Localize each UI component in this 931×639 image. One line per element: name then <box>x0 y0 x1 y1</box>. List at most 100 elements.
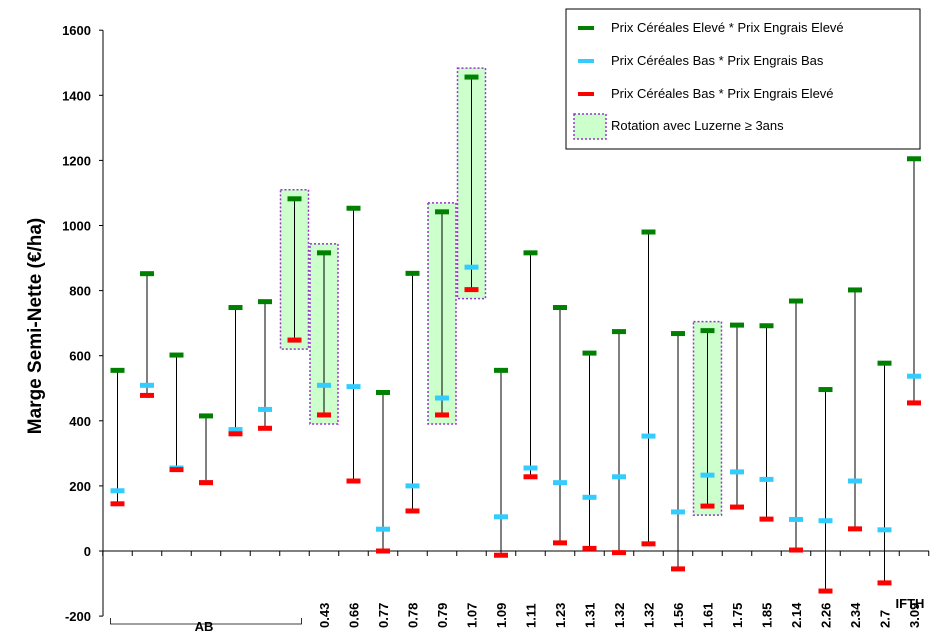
marker-series-1 <box>759 323 774 329</box>
marker-series-1 <box>464 74 479 80</box>
x-tick-label: 3.09 <box>907 603 922 628</box>
marker-series-1 <box>789 298 803 304</box>
marker-series-2 <box>612 474 626 480</box>
x-tick-label: 1.11 <box>524 603 539 628</box>
range-lines <box>117 77 915 592</box>
marker-series-1 <box>199 413 213 419</box>
axis-labels: -200 0 200 400 600 800 1000 1200 1400 1600 0.43 0.6… <box>62 23 922 628</box>
x-tick-label: 0.78 <box>406 603 421 628</box>
x-tick-label: 0.79 <box>435 603 450 628</box>
marker-series-3 <box>317 412 331 418</box>
group-label: AB <box>195 619 214 634</box>
marker-series-1 <box>877 360 892 366</box>
y-tick-label: 1600 <box>62 23 91 38</box>
marker-series-2 <box>140 382 154 388</box>
marker-series-1 <box>258 299 272 305</box>
marker-series-1 <box>700 328 715 334</box>
x-tick-label: 0.43 <box>317 603 332 628</box>
marker-series-3 <box>848 526 862 532</box>
marker-series-1 <box>671 331 685 337</box>
marker-series-1 <box>730 322 744 328</box>
marker-series-1 <box>405 270 420 276</box>
legend-label-1: Prix Céréales Elevé * Prix Engrais Elevé <box>611 20 844 35</box>
marker-series-3 <box>287 337 302 343</box>
marker-series-1 <box>553 305 567 311</box>
marker-series-3 <box>700 503 715 509</box>
group-bracket <box>110 618 302 625</box>
marker-series-2 <box>435 395 449 401</box>
marker-series-2 <box>641 433 656 439</box>
marker-series-1 <box>169 352 184 358</box>
x-tick-label: 1.31 <box>583 603 598 628</box>
marker-series-2 <box>818 518 833 524</box>
y-tick-label: 600 <box>69 349 91 364</box>
marker-series-3 <box>907 400 921 406</box>
marker-series-2 <box>110 488 125 494</box>
marker-series-2 <box>376 526 390 532</box>
marker-series-2 <box>317 382 331 388</box>
marker-series-2 <box>848 478 862 484</box>
x-tick-label: 2.7 <box>878 610 893 628</box>
marker-series-1 <box>228 305 243 311</box>
marker-series-3 <box>435 412 449 418</box>
x-tick-label: 1.56 <box>671 603 686 628</box>
x-tick-label: 1.32 <box>612 603 627 628</box>
marker-series-3 <box>376 548 390 554</box>
y-tick-label: 1400 <box>62 88 91 103</box>
y-tick-label: -200 <box>65 609 91 624</box>
legend-frame <box>565 8 921 150</box>
legend-label-3: Rotation avec Luzerne ≥ 3ans <box>611 118 784 133</box>
marker-series-1 <box>848 287 862 293</box>
marker-series-1 <box>435 209 449 215</box>
marker-series-2 <box>553 480 567 486</box>
marker-series-1 <box>110 367 125 373</box>
marker-series-2 <box>228 427 243 433</box>
marker-series-3 <box>494 552 508 558</box>
marker-series-1 <box>346 205 361 211</box>
marker-series-2 <box>671 509 685 515</box>
marker-series-1 <box>317 250 331 256</box>
marker-series-2 <box>405 483 420 489</box>
y-tick-label: 1000 <box>62 219 91 234</box>
marker-series-1 <box>582 350 597 356</box>
marker-series-1 <box>287 196 302 202</box>
y-tick-label: 0 <box>84 544 91 559</box>
x-tick-label: 0.66 <box>347 603 362 628</box>
marker-series-3 <box>405 508 420 514</box>
marker-series-3 <box>759 516 774 522</box>
x-tick-label: 1.23 <box>553 603 568 628</box>
marker-series-3 <box>818 588 833 594</box>
marker-series-2 <box>582 494 597 500</box>
x-tick-label: 1.07 <box>465 603 480 628</box>
x-tick-label: 0.77 <box>376 603 391 628</box>
marker-series-3 <box>346 478 361 484</box>
x-axis-title: IFTH <box>896 596 925 611</box>
marker-series-3 <box>789 547 803 553</box>
x-tick-label: 1.32 <box>642 603 657 628</box>
marker-series-3 <box>228 431 243 437</box>
marker-series-2 <box>700 472 715 478</box>
marker-series-2 <box>258 406 272 412</box>
legend-swatch-4 <box>573 113 607 140</box>
legend-label-4: Prix Céréales Bas * Prix Engrais Elevé <box>611 86 834 101</box>
marker-series-2 <box>523 465 538 471</box>
marker-series-3 <box>110 501 125 507</box>
marker-series-1 <box>376 389 390 395</box>
marker-series-3 <box>464 287 479 293</box>
marker-series-2 <box>907 373 921 379</box>
marker-series-3 <box>169 467 184 473</box>
marker-series-2 <box>759 476 774 482</box>
marker-series-3 <box>199 480 213 486</box>
x-tick-label: 2.34 <box>848 602 863 628</box>
marker-series-1 <box>523 250 538 256</box>
marker-series-3 <box>612 550 626 556</box>
marker-series-2 <box>730 469 744 475</box>
marker-series-1 <box>140 271 154 277</box>
marker-series-3 <box>140 392 154 398</box>
x-tick-label: 1.09 <box>494 603 509 628</box>
marker-series-3 <box>877 580 892 586</box>
y-tick-label: 200 <box>69 479 91 494</box>
y-tick-label: 800 <box>69 284 91 299</box>
marker-series-3 <box>553 540 567 546</box>
x-tick-label: 2.26 <box>819 603 834 628</box>
